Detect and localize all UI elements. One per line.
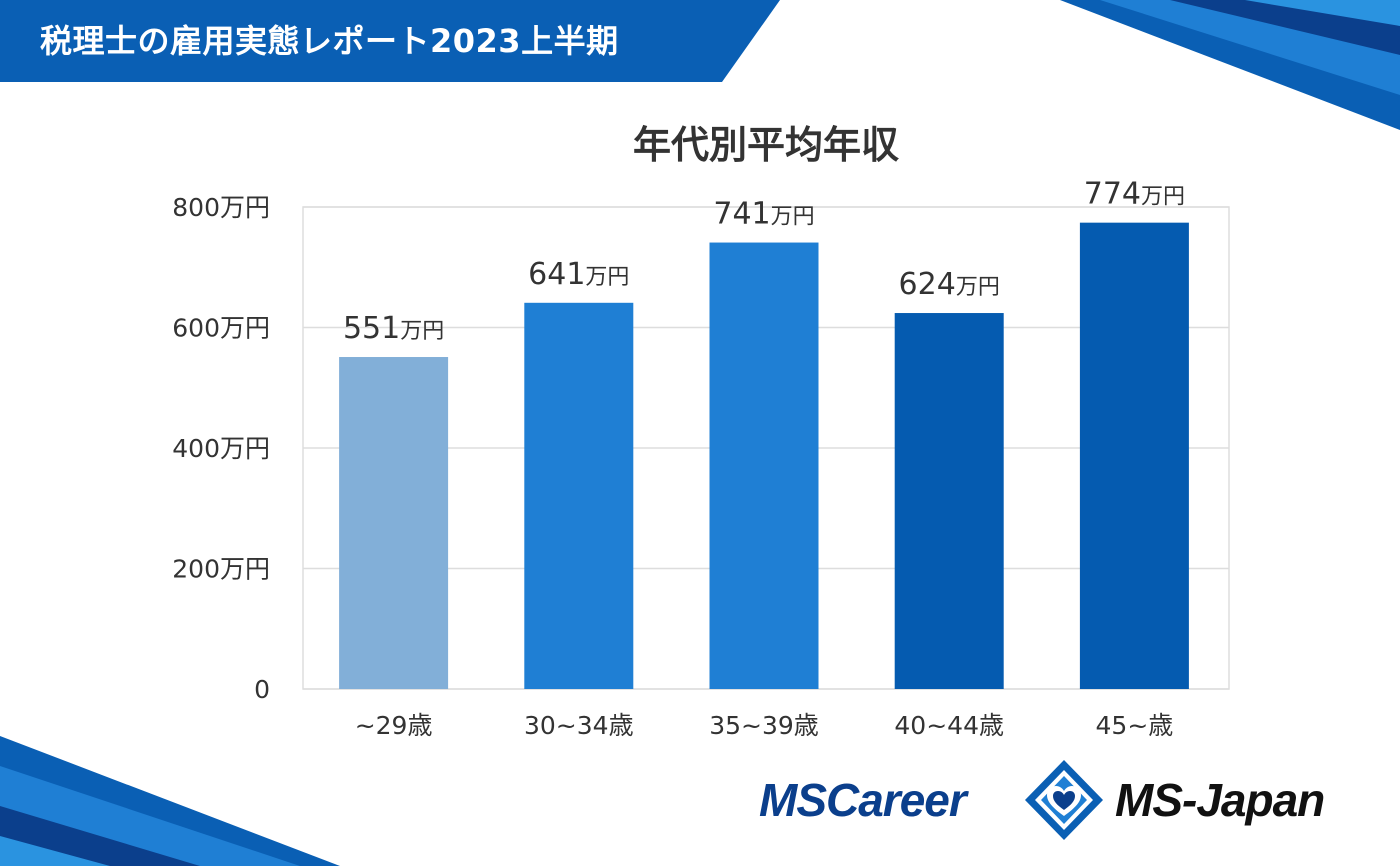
bar-value-number: 774 bbox=[1084, 177, 1141, 212]
decorative-stripes-top-right bbox=[1060, 0, 1400, 130]
x-tick-label: ~29歳 bbox=[355, 711, 433, 740]
bar bbox=[524, 302, 634, 689]
bar-value-label: 774万円 bbox=[1084, 177, 1185, 212]
decorative-stripes-bottom-left bbox=[0, 736, 340, 866]
x-tick-label: 35~39歳 bbox=[709, 711, 819, 740]
bar-value-label: 641万円 bbox=[528, 257, 629, 292]
bar-value-number: 741 bbox=[713, 197, 770, 232]
bar bbox=[709, 242, 819, 690]
bar-value-number: 624 bbox=[899, 267, 956, 302]
x-tick-label: 45~歳 bbox=[1096, 711, 1174, 740]
chart-title: 年代別平均年収 bbox=[633, 123, 899, 167]
bar-value-label: 741万円 bbox=[713, 197, 814, 232]
y-tick-label: 800万円 bbox=[172, 193, 270, 222]
report-title: 税理士の雇用実態レポート2023上半期 bbox=[40, 22, 619, 60]
bar-value-unit: 万円 bbox=[956, 275, 1000, 300]
bar-value-unit: 万円 bbox=[771, 205, 815, 230]
bar bbox=[1079, 222, 1189, 690]
y-tick-label: 200万円 bbox=[172, 555, 270, 584]
bar-value-label: 551万円 bbox=[343, 311, 444, 346]
title-banner bbox=[0, 0, 780, 82]
ms-japan-logo: MS-Japan bbox=[1115, 774, 1325, 826]
bar-value-unit: 万円 bbox=[1141, 185, 1185, 210]
logos: MSCareer MS-Japan bbox=[755, 758, 1355, 842]
y-tick-label: 600万円 bbox=[172, 314, 270, 343]
bar-value-unit: 万円 bbox=[400, 319, 444, 344]
y-tick-label: 400万円 bbox=[172, 434, 270, 463]
bars bbox=[339, 222, 1189, 690]
x-tick-label: 30~34歳 bbox=[524, 711, 634, 740]
mscareer-logo: MSCareer bbox=[759, 774, 967, 826]
bar bbox=[894, 313, 1004, 689]
bar-value-unit: 万円 bbox=[585, 265, 629, 290]
y-axis: 0 200万円 400万円 600万円 800万円 bbox=[172, 193, 270, 704]
bar bbox=[339, 357, 449, 689]
bar-value-label: 624万円 bbox=[899, 267, 1000, 302]
bar-value-number: 641 bbox=[528, 257, 585, 292]
x-axis: ~29歳 30~34歳 35~39歳 40~44歳 45~歳 bbox=[355, 711, 1174, 740]
y-tick-label: 0 bbox=[254, 675, 270, 704]
ms-japan-emblem-icon bbox=[1025, 760, 1103, 840]
x-tick-label: 40~44歳 bbox=[894, 711, 1004, 740]
bar-value-number: 551 bbox=[343, 311, 400, 346]
